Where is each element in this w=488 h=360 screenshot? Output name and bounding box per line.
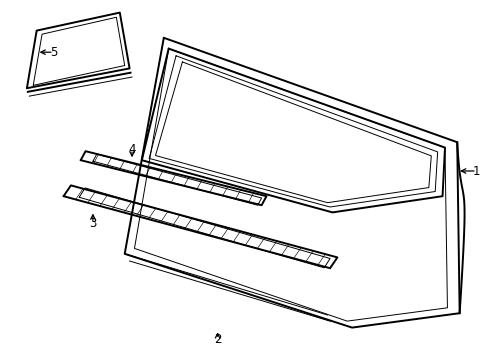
- Text: 3: 3: [89, 217, 97, 230]
- Text: 4: 4: [128, 143, 136, 156]
- Text: 2: 2: [213, 333, 221, 346]
- Text: 1: 1: [472, 165, 480, 177]
- Text: 5: 5: [50, 46, 58, 59]
